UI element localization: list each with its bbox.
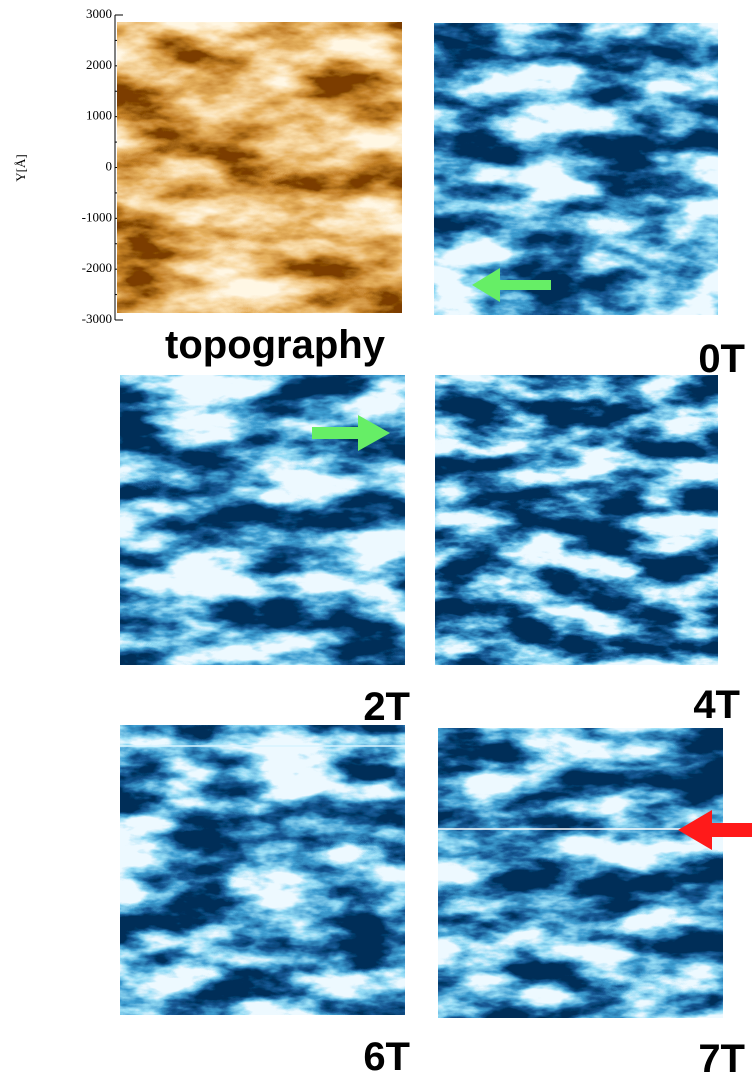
panel-label: 4T xyxy=(693,683,740,727)
topography-image xyxy=(117,22,402,313)
panel-label: 2T xyxy=(363,685,410,729)
panel-label: 0T xyxy=(698,337,745,381)
y-tick-label: 2000 xyxy=(86,57,112,72)
axis-label: Y[Å] xyxy=(13,154,28,181)
page: Y[Å] 3000 2000 1000 0 -1000 -2000 -3000 topogr… xyxy=(0,0,752,1073)
panel-label: 6T xyxy=(363,1035,410,1073)
y-axis: Y[Å] 3000 2000 1000 0 -1000 -2000 -3000 xyxy=(13,6,123,326)
image-0t xyxy=(434,23,718,315)
panel-label: topography xyxy=(165,323,386,367)
panel-label: 7T xyxy=(698,1037,745,1073)
y-tick-label: 1000 xyxy=(86,108,112,123)
y-tick-label: -3000 xyxy=(82,311,112,326)
y-tick-label: -1000 xyxy=(82,209,112,224)
image-4t xyxy=(435,375,718,665)
y-tick-label: 3000 xyxy=(86,6,112,21)
figure: Y[Å] 3000 2000 1000 0 -1000 -2000 -3000 topogr… xyxy=(0,0,752,1073)
y-tick-label: -2000 xyxy=(82,260,112,275)
image-6t xyxy=(120,725,405,1015)
image-7t xyxy=(438,728,723,1018)
y-tick-label: 0 xyxy=(106,158,113,173)
